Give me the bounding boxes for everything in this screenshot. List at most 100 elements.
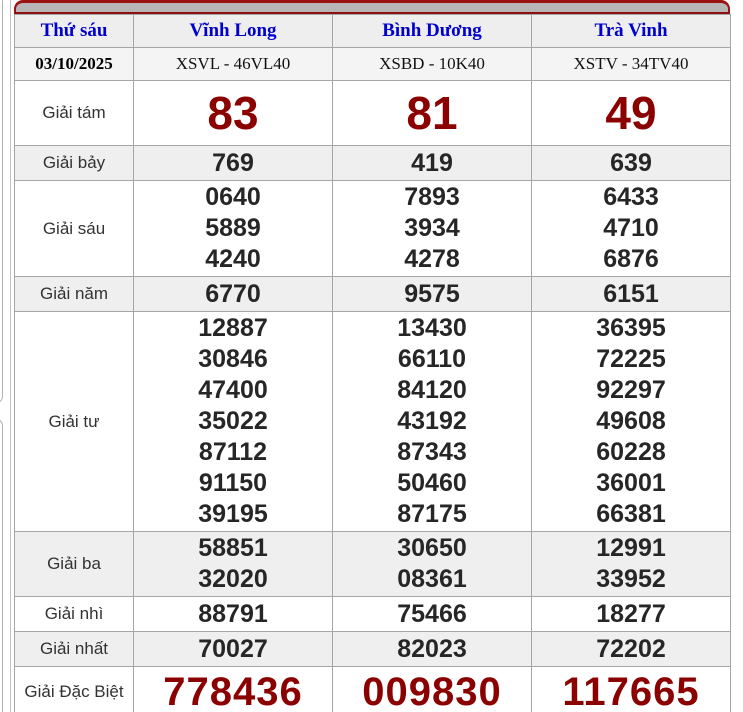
prize-row: Giải tư 12887 30846 47400 35022 87112 91150 391… bbox=[14, 311, 731, 532]
prize-number: 36395 bbox=[596, 314, 666, 342]
prize-row-label: Giải sáu bbox=[14, 180, 134, 277]
prize-number: 18277 bbox=[596, 599, 666, 628]
draw-date: 03/10/2025 bbox=[14, 47, 134, 81]
prize-cell: 639 bbox=[531, 145, 731, 181]
prize-number: 9575 bbox=[404, 279, 460, 308]
weekday-cell[interactable]: Thứ sáu bbox=[14, 14, 134, 48]
prize-row-label: Giải tư bbox=[14, 311, 134, 532]
prize-row: Giải nhì 88791 75466 18277 bbox=[14, 596, 731, 632]
prize-number: 08361 bbox=[397, 565, 467, 593]
left-panel-edge-top bbox=[0, 0, 3, 404]
prize-number: 39195 bbox=[198, 500, 268, 528]
prize-number: 72202 bbox=[596, 634, 666, 663]
prize-number: 47400 bbox=[198, 376, 268, 404]
header-row: Thứ sáu Vĩnh Long Bình Dương Trà Vinh bbox=[14, 14, 731, 48]
prize-number: 92297 bbox=[596, 376, 666, 404]
prize-cell: 117665 bbox=[531, 666, 731, 712]
panel-top-bar bbox=[14, 0, 730, 14]
prize-number: 009830 bbox=[362, 669, 502, 712]
prize-number: 72225 bbox=[596, 345, 666, 373]
prize-number: 32020 bbox=[198, 565, 268, 593]
prize-number: 5889 bbox=[205, 214, 261, 242]
prize-number: 66110 bbox=[397, 345, 467, 373]
prize-row: Giải nhất 70027 82023 72202 bbox=[14, 631, 731, 667]
prize-number: 82023 bbox=[397, 634, 467, 663]
prize-number: 66381 bbox=[596, 500, 666, 528]
prize-cell: 58851 32020 bbox=[133, 531, 333, 597]
prize-number: 30650 bbox=[397, 534, 467, 562]
prize-number: 91150 bbox=[198, 469, 268, 497]
prize-cell: 30650 08361 bbox=[332, 531, 532, 597]
prize-number: 49608 bbox=[596, 407, 666, 435]
prize-cell: 6770 bbox=[133, 276, 333, 312]
prize-cell: 82023 bbox=[332, 631, 532, 667]
prize-number: 88791 bbox=[198, 599, 268, 628]
province-vinh-long[interactable]: Vĩnh Long bbox=[133, 14, 333, 48]
prize-row: Giải năm 6770 9575 6151 bbox=[14, 276, 731, 312]
prize-row-label: Giải tám bbox=[14, 80, 134, 146]
prize-row: Giải tám 83 81 49 bbox=[14, 80, 731, 146]
prize-row: Giải bảy 769 419 639 bbox=[14, 145, 731, 181]
prize-cell: 0640 5889 4240 bbox=[133, 180, 333, 277]
prize-number: 84120 bbox=[397, 376, 467, 404]
province-tra-vinh[interactable]: Trà Vinh bbox=[531, 14, 731, 48]
draw-code-vinh-long: XSVL - 46VL40 bbox=[133, 47, 333, 81]
left-panel-edge-bottom bbox=[0, 418, 3, 712]
prize-cell: 778436 bbox=[133, 666, 333, 712]
prize-row-label: Giải năm bbox=[14, 276, 134, 312]
prize-number: 75466 bbox=[397, 599, 467, 628]
prize-row-label: Giải nhì bbox=[14, 596, 134, 632]
prize-cell: 6151 bbox=[531, 276, 731, 312]
prize-cell: 12887 30846 47400 35022 87112 91150 39195 bbox=[133, 311, 333, 532]
prize-number: 87175 bbox=[397, 500, 467, 528]
left-panel-edge-outer bbox=[0, 0, 11, 712]
prize-row-label: Giải nhất bbox=[14, 631, 134, 667]
prize-number: 87343 bbox=[397, 438, 467, 466]
prize-cell: 88791 bbox=[133, 596, 333, 632]
prize-cell: 49 bbox=[531, 80, 731, 146]
prize-number: 778436 bbox=[163, 669, 303, 712]
lottery-results-panel: Thứ sáu Vĩnh Long Bình Dương Trà Vinh 03… bbox=[14, 0, 731, 712]
prize-row-label: Giải bảy bbox=[14, 145, 134, 181]
prize-number: 3934 bbox=[404, 214, 460, 242]
prize-number: 419 bbox=[411, 148, 453, 177]
draw-info-row: 03/10/2025 XSVL - 46VL40 XSBD - 10K40 XS… bbox=[14, 47, 731, 81]
prize-cell: 7893 3934 4278 bbox=[332, 180, 532, 277]
draw-code-tra-vinh: XSTV - 34TV40 bbox=[531, 47, 731, 81]
prize-row-label: Giải Đặc Biệt bbox=[14, 666, 134, 712]
prize-number: 117665 bbox=[562, 669, 700, 712]
prize-cell: 72202 bbox=[531, 631, 731, 667]
prize-cell: 13430 66110 84120 43192 87343 50460 87175 bbox=[332, 311, 532, 532]
prize-number: 0640 bbox=[205, 183, 261, 211]
prize-number: 12991 bbox=[596, 534, 666, 562]
prize-number: 83 bbox=[207, 87, 259, 139]
prize-number: 58851 bbox=[198, 534, 268, 562]
prize-cell: 419 bbox=[332, 145, 532, 181]
prize-number: 87112 bbox=[198, 438, 268, 466]
prize-number: 70027 bbox=[198, 634, 268, 663]
prize-cell: 81 bbox=[332, 80, 532, 146]
prize-number: 36001 bbox=[596, 469, 666, 497]
prize-number: 30846 bbox=[198, 345, 268, 373]
draw-code-binh-duong: XSBD - 10K40 bbox=[332, 47, 532, 81]
prize-cell: 9575 bbox=[332, 276, 532, 312]
province-binh-duong[interactable]: Bình Dương bbox=[332, 14, 532, 48]
prize-number: 4278 bbox=[404, 245, 460, 273]
prize-number: 35022 bbox=[198, 407, 268, 435]
prize-number: 769 bbox=[212, 148, 254, 177]
prize-cell: 83 bbox=[133, 80, 333, 146]
prize-number: 49 bbox=[605, 87, 657, 139]
prize-number: 6433 bbox=[603, 183, 659, 211]
prize-row: Giải ba 58851 32020 30650 08361 12991 33952 bbox=[14, 531, 731, 597]
prize-cell: 009830 bbox=[332, 666, 532, 712]
prize-cell: 70027 bbox=[133, 631, 333, 667]
prize-number: 6876 bbox=[603, 245, 659, 273]
prize-cell: 36395 72225 92297 49608 60228 36001 66381 bbox=[531, 311, 731, 532]
prize-cell: 769 bbox=[133, 145, 333, 181]
prize-number: 43192 bbox=[397, 407, 467, 435]
prize-number: 33952 bbox=[596, 565, 666, 593]
lottery-results-table: Thứ sáu Vĩnh Long Bình Dương Trà Vinh 03… bbox=[14, 14, 731, 712]
prize-number: 6151 bbox=[603, 279, 659, 308]
prize-number: 81 bbox=[406, 87, 458, 139]
